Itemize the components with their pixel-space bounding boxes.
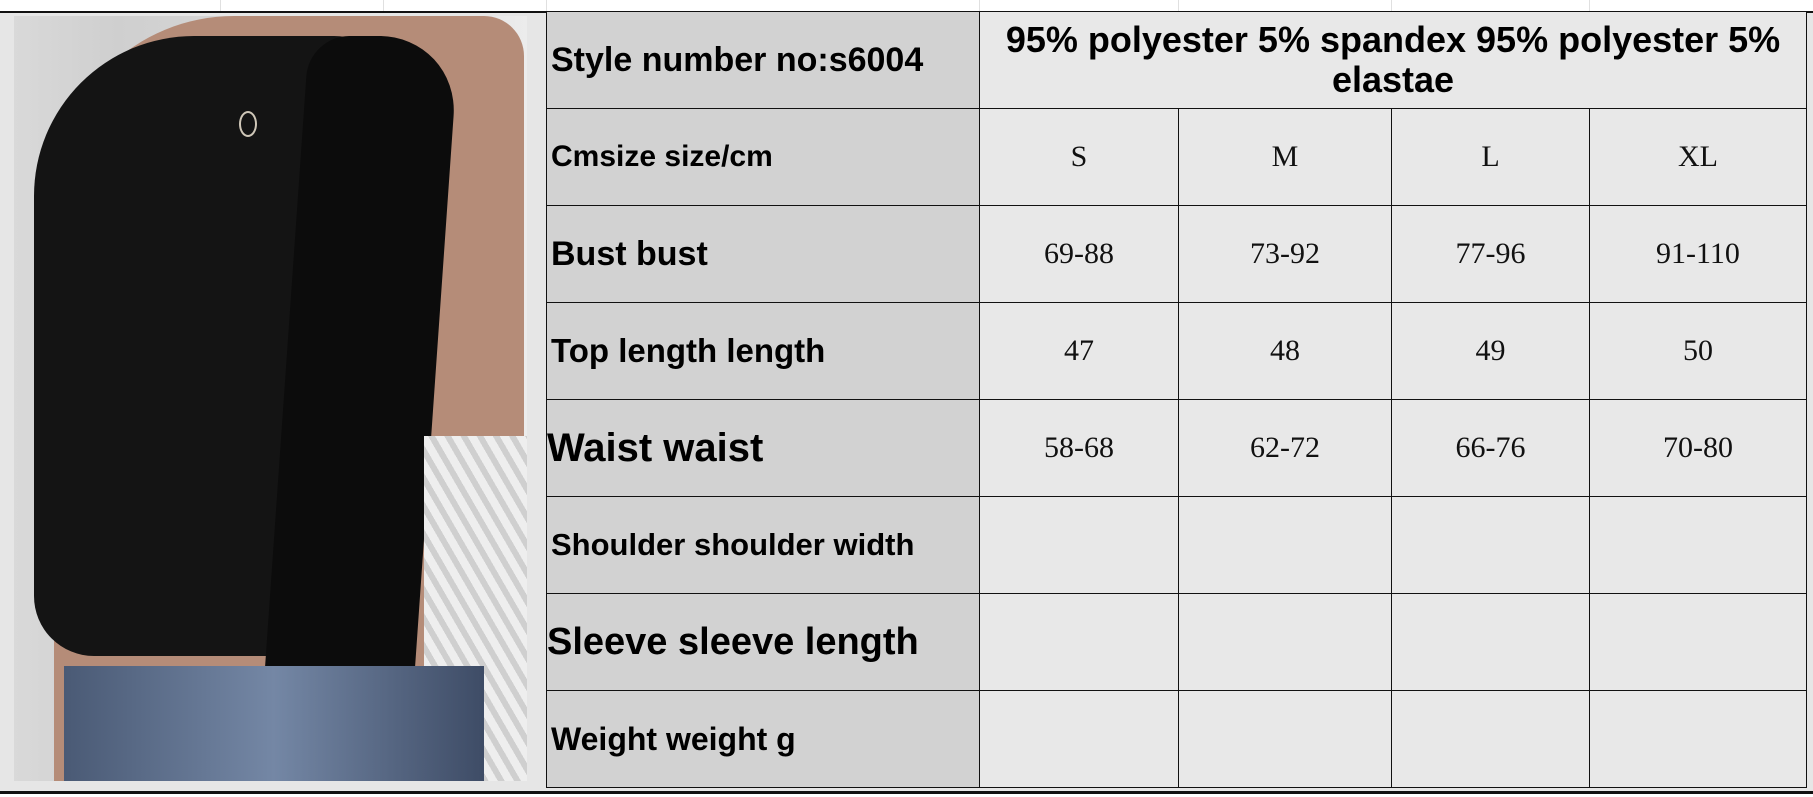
cell	[1178, 496, 1392, 594]
table-row: Top length length 47 48 49 50	[546, 302, 1807, 400]
gridline	[546, 0, 547, 11]
gridline	[979, 0, 980, 11]
cell: 73-92	[1178, 205, 1392, 303]
gridline	[1391, 0, 1392, 11]
cell	[1391, 496, 1590, 594]
gridline	[1589, 0, 1590, 11]
cell: 66-76	[1391, 399, 1590, 497]
cell: 47	[979, 302, 1179, 400]
photo-jeans	[64, 666, 484, 781]
row-label: Weight weight g	[546, 690, 980, 788]
table-row-sizes: Cmsize size/cm S M L XL	[546, 108, 1807, 206]
cell: 48	[1178, 302, 1392, 400]
cell	[979, 496, 1179, 594]
cell: 50	[1589, 302, 1807, 400]
row-label: Shoulder shoulder width	[546, 496, 980, 594]
size-header-s: S	[979, 108, 1179, 206]
gridline	[383, 0, 384, 11]
cell	[1178, 690, 1392, 788]
gridline	[220, 0, 221, 11]
table-row: Shoulder shoulder width	[546, 496, 1807, 594]
cell: 91-110	[1589, 205, 1807, 303]
row-label: Sleeve sleeve length	[546, 593, 980, 691]
cell	[979, 690, 1179, 788]
row-label: Waist waist	[546, 399, 980, 497]
cell	[1391, 593, 1590, 691]
cell: 49	[1391, 302, 1590, 400]
photo-necklace	[239, 111, 257, 137]
table-row: Weight weight g	[546, 690, 1807, 788]
size-header-xl: XL	[1589, 108, 1807, 206]
table-row-style: Style number no:s6004 95% polyester 5% s…	[546, 11, 1807, 109]
cell: 62-72	[1178, 399, 1392, 497]
gridline	[1178, 0, 1179, 11]
size-chart-table: Style number no:s6004 95% polyester 5% s…	[546, 11, 1807, 788]
size-label: Cmsize size/cm	[546, 108, 980, 206]
cell: 70-80	[1589, 399, 1807, 497]
cell: 58-68	[979, 399, 1179, 497]
material-cell: 95% polyester 5% spandex 95% polyester 5…	[979, 11, 1807, 109]
product-photo	[14, 16, 527, 781]
cell	[1178, 593, 1392, 691]
cell	[1589, 496, 1807, 594]
cell	[1589, 690, 1807, 788]
cell	[1391, 690, 1590, 788]
row-label: Bust bust	[546, 205, 980, 303]
cell	[1589, 593, 1807, 691]
top-gridline-strip	[0, 0, 1813, 11]
cell: 69-88	[979, 205, 1179, 303]
cell	[979, 593, 1179, 691]
size-header-l: L	[1391, 108, 1590, 206]
size-header-m: M	[1178, 108, 1392, 206]
table-row: Bust bust 69-88 73-92 77-96 91-110	[546, 205, 1807, 303]
table-row: Sleeve sleeve length	[546, 593, 1807, 691]
cell: 77-96	[1391, 205, 1590, 303]
style-number-label: Style number no:s6004	[546, 11, 980, 109]
table-row: Waist waist 58-68 62-72 66-76 70-80	[546, 399, 1807, 497]
row-label: Top length length	[546, 302, 980, 400]
